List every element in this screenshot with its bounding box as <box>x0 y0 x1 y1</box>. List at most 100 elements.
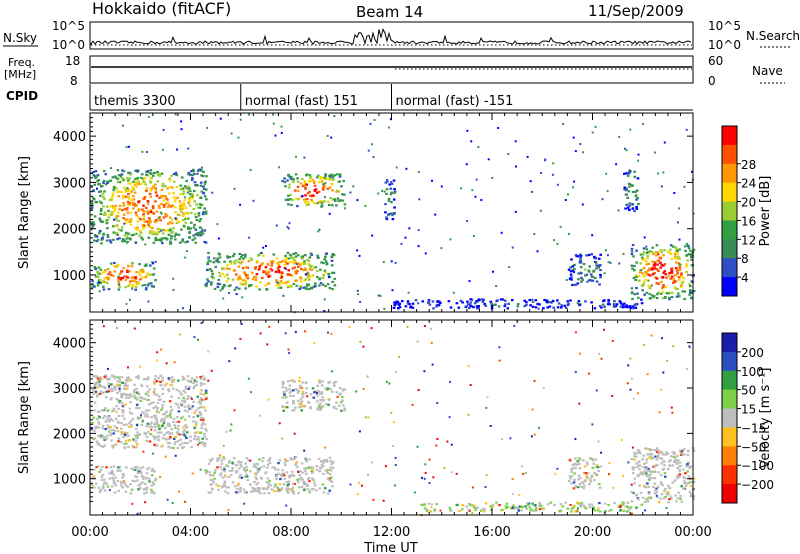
data-cell <box>343 388 347 391</box>
data-cell <box>571 265 575 268</box>
data-cell <box>202 192 206 195</box>
data-cell <box>187 185 190 188</box>
noise-cell <box>367 416 370 419</box>
data-cell <box>122 204 126 207</box>
noise-cell <box>612 486 615 489</box>
noise-cell <box>224 474 227 477</box>
data-cell <box>189 435 192 438</box>
data-cell <box>92 438 95 441</box>
data-cell <box>230 469 234 472</box>
data-cell <box>673 451 676 454</box>
data-cell <box>573 505 576 508</box>
data-cell <box>111 444 114 447</box>
data-cell <box>647 262 650 265</box>
data-cell <box>118 286 121 289</box>
data-cell <box>580 485 583 488</box>
data-cell <box>318 487 322 490</box>
data-cell <box>244 462 247 465</box>
data-cell <box>316 394 319 397</box>
data-cell <box>309 393 313 396</box>
data-cell <box>121 240 124 243</box>
nsearch-tick-top: 10^5 <box>708 19 741 33</box>
data-cell <box>663 460 666 463</box>
data-cell <box>172 378 176 381</box>
noise-cell <box>358 254 361 257</box>
data-cell <box>642 283 645 286</box>
data-cell <box>103 197 106 201</box>
data-cell <box>107 277 111 280</box>
data-cell <box>142 378 146 381</box>
data-cell <box>688 293 691 296</box>
data-cell <box>145 189 148 192</box>
data-cell <box>590 503 594 506</box>
data-cell <box>103 436 107 439</box>
data-cell <box>599 268 602 272</box>
data-cell <box>150 187 153 190</box>
data-cell <box>121 178 125 181</box>
data-cell <box>134 288 137 291</box>
data-cell <box>664 475 667 478</box>
colorbar-frame <box>721 125 738 297</box>
data-cell <box>338 175 342 178</box>
data-cell <box>150 282 153 285</box>
data-cell <box>392 306 396 309</box>
data-cell <box>142 180 146 183</box>
data-cell <box>124 221 127 224</box>
data-cell <box>177 379 180 382</box>
data-cell <box>385 192 388 195</box>
data-cell <box>133 388 136 392</box>
data-cell <box>122 170 126 173</box>
noise-cell <box>531 190 534 193</box>
colorbar-tick-label: 24 <box>741 177 756 191</box>
data-cell <box>639 253 643 256</box>
data-cell <box>116 383 119 386</box>
data-cell <box>310 253 313 256</box>
data-cell <box>690 297 693 300</box>
data-cell <box>678 266 682 269</box>
data-cell <box>122 433 126 436</box>
data-cell <box>289 285 293 288</box>
data-cell <box>664 273 668 276</box>
data-cell <box>490 302 493 305</box>
data-cell <box>182 389 185 393</box>
data-cell <box>635 198 638 201</box>
data-cell <box>255 489 258 493</box>
data-cell <box>689 480 693 484</box>
data-cell <box>681 449 685 452</box>
noise-cell <box>150 428 153 431</box>
data-cell <box>165 410 168 413</box>
data-cell <box>198 220 201 223</box>
data-cell <box>668 271 671 275</box>
data-cell <box>288 183 291 186</box>
data-cell <box>204 180 207 183</box>
data-cell <box>167 390 171 393</box>
data-cell <box>97 422 101 425</box>
data-cell <box>237 460 240 463</box>
data-cell <box>294 255 298 258</box>
data-cell <box>385 188 389 191</box>
data-cell <box>203 398 206 401</box>
data-cell <box>579 253 582 256</box>
data-cell <box>276 468 280 471</box>
data-cell <box>659 457 662 460</box>
data-cell <box>193 411 196 414</box>
data-cell <box>298 386 302 389</box>
data-cell <box>315 176 319 179</box>
data-cell <box>299 470 302 473</box>
data-cell <box>189 173 192 176</box>
data-cell <box>223 260 226 263</box>
noise-cell <box>492 270 494 273</box>
data-cell <box>332 174 335 178</box>
data-cell <box>638 468 641 471</box>
noise-cell <box>468 280 471 283</box>
data-cell <box>127 188 130 191</box>
noise-cell <box>431 363 434 366</box>
data-cell <box>102 271 105 274</box>
data-cell <box>237 261 241 264</box>
data-cell <box>483 303 486 306</box>
noise-cell <box>657 172 659 175</box>
data-cell <box>93 234 97 237</box>
noise-cell <box>648 293 651 295</box>
